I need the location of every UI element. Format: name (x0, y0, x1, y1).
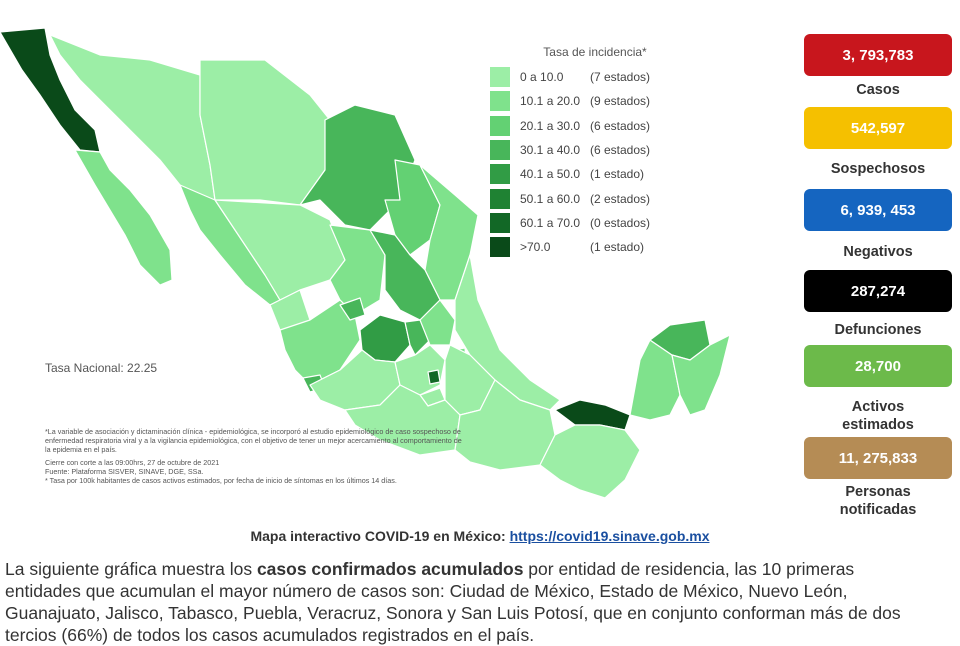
deaths-label: Defunciones (834, 322, 922, 338)
negatives-value: 6, 939, 453 (840, 201, 916, 219)
state-chiapas (539, 424, 641, 499)
legend-item: 0 a 10.0 (7 estados) (490, 65, 680, 89)
legend-swatch (490, 212, 510, 233)
legend-item: >70.0 (1 estado) (490, 235, 680, 259)
notified-box: 11, 275,833 (804, 437, 952, 479)
legend-item: 10.1 a 20.0 (9 estados) (490, 89, 680, 113)
caption-text: Mapa interactivo COVID-19 en México: (250, 528, 510, 544)
legend-swatch (490, 140, 510, 161)
legend-count: (6 estados) (590, 143, 651, 158)
note-methodology: *La variable de asociación y dictaminaci… (45, 427, 462, 455)
suspects-label: Sospechosos (830, 161, 926, 177)
legend-range: 40.1 a 50.0 (520, 167, 581, 182)
legend-range: 30.1 a 40.0 (520, 143, 581, 158)
national-rate: Tasa Nacional: 22.25 (45, 361, 158, 375)
legend-count: (6 estados) (590, 118, 651, 133)
active-box: 28,700 (804, 345, 952, 387)
notified-value: 11, 275,833 (838, 449, 918, 467)
incidence-map-panel: Tasa de incidencia* 0 a 10.0 (7 estados) 1… (0, 0, 790, 520)
body-paragraph: La siguiente gráfica muestra los casos c… (5, 558, 960, 646)
note-cutoff: Cierre con corte a las 09:00hrs, 27 de o… (45, 457, 220, 467)
map-notes: *La variable de asociación y dictaminaci… (45, 427, 465, 488)
cases-value: 3, 793,783 (842, 46, 914, 64)
legend-range: 0 a 10.0 (520, 70, 564, 85)
legend-item: 20.1 a 30.0 (6 estados) (490, 114, 680, 138)
state-tamaulipas (419, 164, 479, 301)
state-hidalgo (419, 299, 456, 346)
state-guerrero (344, 384, 461, 456)
negatives-box: 6, 939, 453 (804, 189, 952, 231)
legend-swatch (490, 164, 510, 185)
legend-count: (2 estados) (590, 191, 651, 206)
legend-item: 60.1 a 70.0 (0 estados) (490, 211, 680, 235)
negatives-label: Negativos (843, 244, 913, 260)
state-chihuahua (199, 59, 331, 206)
covid-map-link[interactable]: https://covid19.sinave.gob.mx (509, 528, 710, 544)
active-value: 28,700 (855, 357, 901, 375)
legend-swatch (490, 115, 510, 136)
legend-count: (1 estado) (590, 240, 645, 255)
legend-item: 30.1 a 40.0 (6 estados) (490, 138, 680, 162)
state-baja-california (0, 27, 101, 153)
suspects-box: 542,597 (804, 107, 952, 149)
paragraph-line-1: La siguiente gráfica muestra los casos c… (5, 559, 855, 579)
legend-count: (9 estados) (590, 94, 651, 109)
cases-box: 3, 793,783 (804, 34, 952, 76)
legend-range: 50.1 a 60.0 (520, 191, 581, 206)
state-veracruz (454, 254, 561, 411)
state-durango (214, 199, 346, 301)
legend-range: 60.1 a 70.0 (520, 215, 581, 230)
legend-swatch (490, 237, 510, 258)
legend-item: 50.1 a 60.0 (2 estados) (490, 186, 680, 210)
legend-count: (7 estados) (590, 70, 651, 85)
legend-count: (1 estado) (590, 167, 645, 182)
legend-swatch (490, 67, 510, 88)
note-rate-definition: * Tasa por 100k habitantes de casos acti… (45, 476, 397, 486)
state-jalisco (279, 299, 361, 386)
legend-range: 10.1 a 20.0 (520, 94, 581, 109)
legend-range: 20.1 a 30.0 (520, 118, 581, 133)
legend-count: (0 estados) (590, 215, 651, 230)
note-source: Fuente: Plataforma SISVER, SINAVE, DGE, … (45, 466, 204, 476)
deaths-value: 287,274 (850, 282, 906, 300)
state-oaxaca (454, 379, 556, 471)
legend-swatch (490, 91, 510, 112)
state-baja-california-sur (74, 149, 173, 286)
cases-label: Casos (856, 82, 900, 98)
state-quintana-roo (671, 334, 731, 416)
paragraph-line-2: entidades que acumulan el mayor número d… (5, 581, 848, 601)
mexico-map[interactable] (0, 0, 790, 520)
legend-range: >70.0 (520, 240, 551, 255)
paragraph-line-3: Guanajuato, Jalisco, Tabasco, Puebla, Ve… (5, 603, 901, 623)
suspects-value: 542,597 (850, 119, 906, 137)
active-label: Activos estimados (842, 399, 914, 433)
map-caption: Mapa interactivo COVID-19 en México: htt… (0, 528, 960, 544)
paragraph-line-4: tercios (66%) de todos los casos acumula… (5, 625, 535, 645)
state-aguascalientes (339, 297, 366, 321)
state-cdmx (427, 369, 441, 385)
incidence-legend: Tasa de incidencia* 0 a 10.0 (7 estados) 1… (490, 45, 680, 259)
notified-label: Personas notificadas (839, 484, 917, 518)
legend-title: Tasa de incidencia* (543, 45, 647, 59)
legend-item: 40.1 a 50.0 (1 estado) (490, 162, 680, 186)
legend-swatch (490, 188, 510, 209)
deaths-box: 287,274 (804, 270, 952, 312)
